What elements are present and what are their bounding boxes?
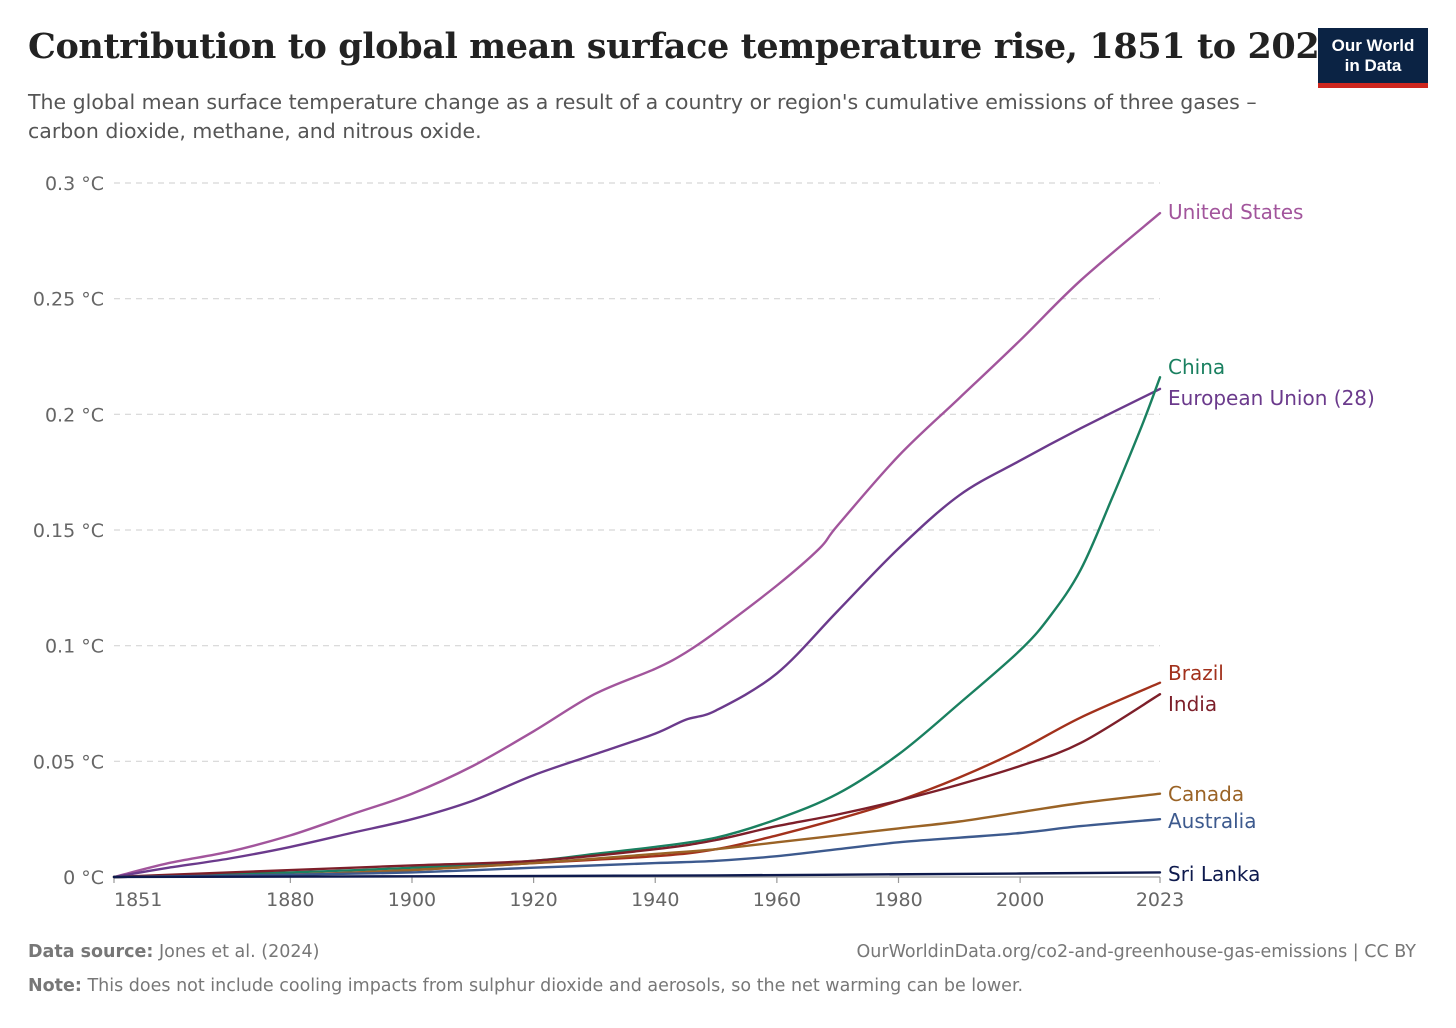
- chart-subtitle: The global mean surface temperature chan…: [28, 90, 1257, 143]
- series-label[interactable]: European Union (28): [1168, 386, 1375, 410]
- y-tick-label: 0.05 °C: [33, 751, 104, 773]
- logo-line-2: in Data: [1344, 56, 1402, 75]
- series-line-australia[interactable]: [112, 818, 1162, 879]
- series-label[interactable]: India: [1168, 692, 1217, 716]
- data-source-label: Data source:: [28, 942, 154, 962]
- series-labels: United States European Union (28) China Bra…: [1168, 200, 1375, 886]
- series-line-brazil[interactable]: [112, 681, 1162, 879]
- x-tick-label: 1900: [388, 889, 436, 911]
- y-tick-label: 0.2 °C: [45, 404, 104, 426]
- series-label[interactable]: United States: [1168, 200, 1303, 224]
- note-text: This does not include cooling impacts fr…: [87, 976, 1024, 996]
- note-label: Note:: [28, 976, 82, 996]
- series-line-united-states[interactable]: [112, 211, 1162, 879]
- series-line-china[interactable]: [112, 376, 1162, 879]
- y-tick-label: 0.25 °C: [33, 289, 104, 311]
- series-line-india[interactable]: [112, 693, 1162, 879]
- grid-lines: [114, 182, 1160, 762]
- logo-line-1: Our World: [1331, 36, 1415, 55]
- series-lines: [112, 211, 1162, 879]
- owid-logo[interactable]: Our World in Data: [1318, 28, 1428, 88]
- x-tick-label: 1880: [266, 889, 314, 911]
- chart-note: Note: This does not include cooling impa…: [28, 976, 1023, 996]
- series-label[interactable]: Australia: [1168, 809, 1256, 833]
- chart-title: Contribution to global mean surface temp…: [28, 26, 1344, 67]
- y-tick-label: 0 °C: [63, 867, 104, 889]
- series-label[interactable]: Sri Lanka: [1168, 862, 1260, 886]
- series-line-sri-lanka[interactable]: [112, 871, 1162, 879]
- data-source: Data source: Jones et al. (2024): [28, 942, 319, 962]
- x-tick-label: 1940: [631, 889, 679, 911]
- x-tick-label: 2000: [996, 889, 1044, 911]
- series-label[interactable]: Canada: [1168, 782, 1244, 806]
- x-tick-label: 1960: [753, 889, 801, 911]
- x-tick-label: 1980: [874, 889, 922, 911]
- data-source-text: Jones et al. (2024): [158, 942, 320, 962]
- series-line-european-union-28[interactable]: [112, 387, 1162, 879]
- y-axis-ticks: 0 °C 0.05 °C 0.1 °C 0.15 °C 0.2 °C 0.25 °C 0.3…: [33, 173, 104, 889]
- y-tick-label: 0.3 °C: [45, 173, 104, 195]
- source-url[interactable]: OurWorldinData.org/co2-and-greenhouse-ga…: [856, 942, 1416, 962]
- x-tick-label: 2023: [1136, 889, 1184, 911]
- x-axis-ticks: 1851 1880 1900 1920 1940 1960 1980 2000 2023: [113, 876, 1184, 911]
- y-tick-label: 0.15 °C: [33, 520, 104, 542]
- x-tick-label: 1851: [114, 889, 162, 911]
- series-label[interactable]: China: [1168, 355, 1225, 379]
- y-tick-label: 0.1 °C: [45, 636, 104, 658]
- x-tick-label: 1920: [509, 889, 557, 911]
- series-label[interactable]: Brazil: [1168, 661, 1224, 685]
